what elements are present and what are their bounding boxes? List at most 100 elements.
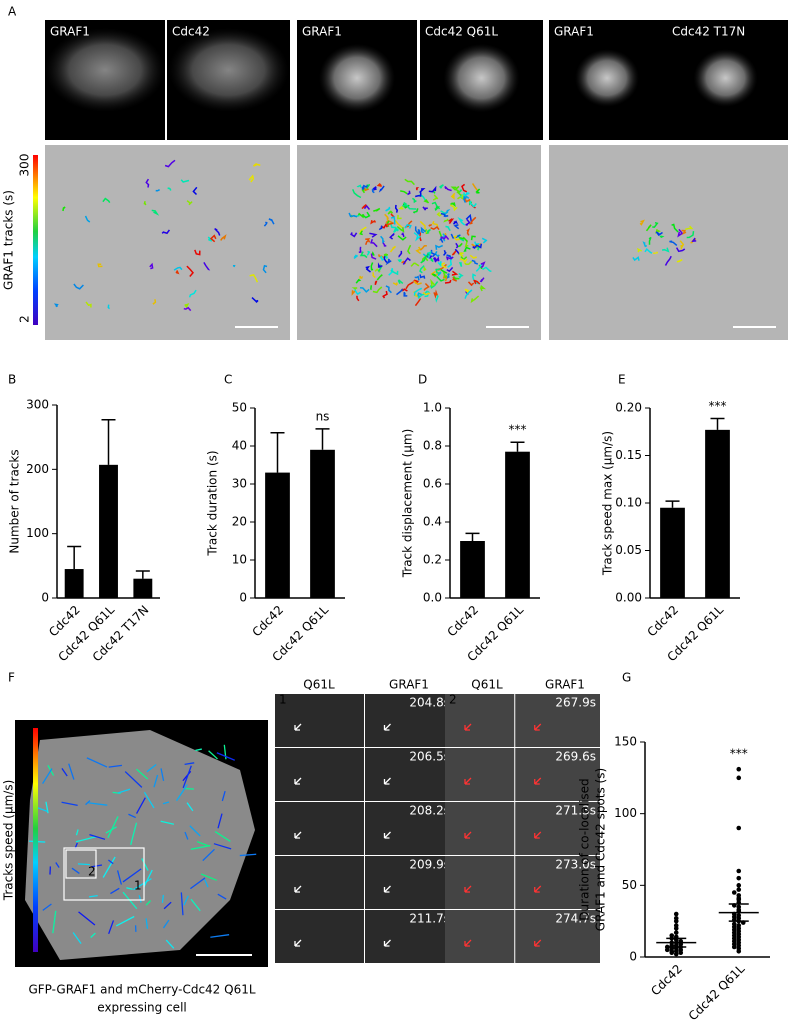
panel-letter: G bbox=[622, 671, 631, 685]
y-tick-label: 0.8 bbox=[423, 439, 442, 453]
data-point bbox=[669, 933, 674, 938]
roi-label: 1 bbox=[134, 879, 142, 893]
cell bbox=[575, 49, 639, 107]
y-tick-label: 0.00 bbox=[615, 591, 642, 605]
timestamp: 209.9s bbox=[409, 858, 450, 872]
significance: *** bbox=[730, 747, 748, 761]
image-label: GRAF1 bbox=[554, 25, 594, 39]
colorbar bbox=[33, 155, 38, 325]
timestamp: 211.7s bbox=[409, 912, 450, 926]
track bbox=[354, 288, 357, 289]
data-point bbox=[674, 923, 679, 928]
y-tick-label: 0 bbox=[41, 591, 49, 605]
caption: expressing cell bbox=[97, 1001, 186, 1015]
track bbox=[234, 266, 235, 267]
y-tick-label: 300 bbox=[26, 398, 49, 412]
data-point bbox=[736, 923, 741, 928]
colorbar-min: 0 bbox=[18, 942, 32, 950]
column-header: GRAF1 bbox=[545, 678, 585, 692]
colorbar-min: 2 bbox=[18, 315, 32, 323]
data-point bbox=[732, 890, 737, 895]
image-label: Cdc42 T17N bbox=[672, 25, 745, 39]
y-tick-label: 50 bbox=[622, 878, 637, 892]
track bbox=[384, 254, 388, 256]
y-tick-label: 50 bbox=[232, 401, 247, 415]
colorbar-label: GRAF1 tracks (s) bbox=[2, 190, 16, 290]
roi-label: 1 bbox=[279, 693, 287, 707]
timestamp: 204.8s bbox=[409, 696, 450, 710]
y-axis-label: Number of tracks bbox=[8, 449, 22, 553]
data-point bbox=[736, 826, 741, 831]
colorbar-max: 1.78 bbox=[18, 725, 32, 752]
y-tick-label: 0.4 bbox=[423, 515, 442, 529]
bar bbox=[310, 450, 335, 598]
track bbox=[371, 285, 372, 289]
data-point bbox=[674, 912, 679, 917]
bar bbox=[99, 465, 118, 598]
bar bbox=[265, 473, 290, 598]
colorbar-max: 300 bbox=[18, 154, 32, 177]
roi-label: 2 bbox=[449, 693, 457, 707]
error-bar bbox=[466, 533, 480, 541]
data-point bbox=[674, 930, 679, 935]
panel-letter: F bbox=[8, 671, 15, 685]
y-tick-label: 10 bbox=[232, 553, 247, 567]
error-bar bbox=[316, 429, 330, 450]
panel-letter: E bbox=[618, 373, 626, 387]
y-axis-label: GRAF1 and Cdc42 spots (s) bbox=[594, 768, 608, 931]
panel-letter: D bbox=[418, 373, 427, 387]
error-bar bbox=[271, 433, 285, 473]
cell bbox=[169, 28, 289, 112]
y-tick-label: 150 bbox=[614, 735, 637, 749]
image-label: GRAF1 bbox=[302, 25, 342, 39]
cell bbox=[319, 44, 395, 112]
significance: *** bbox=[509, 423, 527, 437]
x-tick-label: Cdc42 Q61L bbox=[686, 961, 748, 1023]
x-tick-label: Cdc42 bbox=[249, 603, 286, 640]
timestamp: 208.2s bbox=[409, 804, 450, 818]
data-point bbox=[732, 922, 737, 927]
y-tick-label: 200 bbox=[26, 462, 49, 476]
roi-label: 2 bbox=[88, 865, 96, 879]
caption: GFP-GRAF1 and mCherry-Cdc42 Q61L bbox=[28, 983, 255, 997]
cell bbox=[694, 49, 758, 107]
track bbox=[660, 236, 662, 237]
error-bar bbox=[666, 501, 680, 508]
y-axis-label: Track speed max (µm/s) bbox=[601, 431, 615, 576]
y-tick-label: 100 bbox=[26, 526, 49, 540]
data-point bbox=[736, 887, 741, 892]
y-tick-label: 0 bbox=[239, 591, 247, 605]
error-bar bbox=[136, 571, 150, 579]
y-tick-label: 30 bbox=[232, 477, 247, 491]
timestamp: 206.5s bbox=[409, 750, 450, 764]
data-point bbox=[736, 883, 741, 888]
y-axis-label: Duration of co-localised bbox=[578, 778, 592, 920]
bar bbox=[65, 569, 84, 598]
colorbar-label: Tracks speed (µm/s) bbox=[2, 780, 16, 902]
track bbox=[56, 304, 58, 306]
y-tick-label: 0.05 bbox=[615, 543, 642, 557]
bar bbox=[460, 541, 485, 598]
cell bbox=[45, 28, 165, 112]
x-tick-label: Cdc42 bbox=[648, 962, 685, 999]
y-tick-label: 20 bbox=[232, 515, 247, 529]
column-header: GRAF1 bbox=[389, 678, 429, 692]
y-tick-label: 0.10 bbox=[615, 496, 642, 510]
y-tick-label: 1.0 bbox=[423, 401, 442, 415]
image-label: Cdc42 bbox=[172, 25, 210, 39]
y-tick-label: 0.6 bbox=[423, 477, 442, 491]
error-bar bbox=[711, 418, 725, 429]
bar bbox=[133, 579, 152, 598]
column-header: Q61L bbox=[303, 678, 335, 692]
bar bbox=[505, 452, 530, 598]
bar bbox=[705, 430, 730, 598]
x-tick-label: Cdc42 bbox=[644, 603, 681, 640]
cell bbox=[444, 44, 520, 112]
bar bbox=[660, 508, 685, 598]
y-tick-label: 0 bbox=[629, 950, 637, 964]
y-axis-label: Track duration (s) bbox=[206, 450, 220, 556]
y-tick-label: 0.15 bbox=[615, 448, 642, 462]
y-tick-label: 100 bbox=[614, 806, 637, 820]
error-bar bbox=[67, 547, 81, 570]
